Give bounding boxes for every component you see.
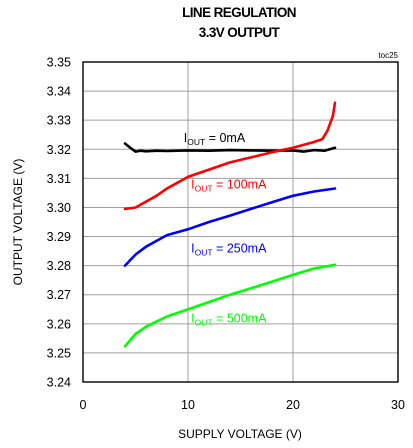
plot-frame [82,61,399,383]
x-tick-label: 10 [181,398,195,412]
series-line-3 [123,263,337,348]
figure-id: toc25 [378,51,398,60]
y-tick-label: 3.32 [47,143,71,157]
x-tick-labels: 0 10 20 30 [80,398,405,412]
y-tick-label: 3.31 [47,172,71,186]
y-tick-label: 3.29 [47,230,71,244]
y-tick-label: 3.33 [47,114,71,128]
data-series [123,101,337,348]
series-annotations: IOUT = 0mA IOUT = 100mA IOUT = 250mA IOUT =… [184,131,267,327]
y-tick-label: 3.27 [47,288,71,302]
series-label-1: IOUT = 100mA [191,178,267,194]
series-label-2: IOUT = 250mA [191,242,267,258]
series-line-0 [123,142,337,153]
x-tick-label: 30 [391,398,405,412]
y-tick-label: 3.34 [47,85,71,99]
series-label-3: IOUT = 500mA [191,311,267,327]
series-line-2 [123,187,337,267]
x-tick-label: 20 [286,398,300,412]
x-axis-label: SUPPLY VOLTAGE (V) [178,427,302,441]
series-label-0: IOUT = 0mA [184,131,246,147]
chart-subtitle: 3.3V OUTPUT [199,25,281,40]
series-line-1 [123,101,337,211]
y-tick-label: 3.35 [47,56,71,70]
y-axis-label: OUTPUT VOLTAGE (V) [11,159,25,286]
y-tick-label: 3.30 [47,201,71,215]
x-tick-label: 0 [80,398,87,412]
y-tick-label: 3.26 [47,317,71,331]
y-tick-labels: 3.24 3.25 3.26 3.27 3.28 3.29 3.30 3.31 3.32 3.33… [47,56,71,390]
chart-title: LINE REGULATION [182,5,296,20]
y-tick-label: 3.25 [47,346,71,360]
y-tick-label: 3.28 [47,259,71,273]
y-tick-label: 3.24 [47,376,71,390]
grid-lines [83,62,398,382]
